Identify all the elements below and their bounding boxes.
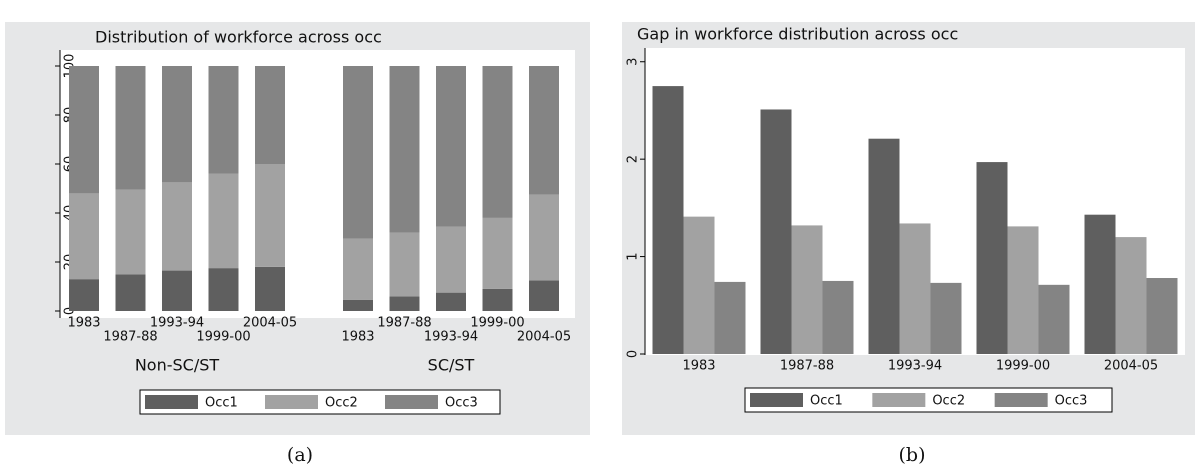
bar-segment (115, 66, 146, 190)
bar-segment (343, 66, 373, 239)
bar-segment (69, 193, 99, 280)
bar-segment (436, 66, 466, 227)
group-label: Non-SC/ST (135, 356, 220, 375)
bar-segment (389, 232, 420, 297)
bar (868, 138, 900, 354)
legend-label: Occ2 (932, 394, 965, 409)
x-tick-label: 1999-00 (996, 359, 1050, 374)
x-tick-label: 2004-05 (1104, 359, 1158, 374)
legend-label: Occ3 (445, 396, 478, 411)
bar-segment (389, 66, 420, 233)
bar-segment (255, 66, 285, 164)
x-tick-label: 1999-00 (470, 316, 524, 331)
bar-segment (529, 280, 559, 311)
bar-segment (208, 66, 239, 174)
bar-segment (69, 279, 99, 311)
legend-label: Occ1 (205, 396, 238, 411)
bar-segment (162, 66, 192, 183)
x-tick-label: 1993-94 (424, 330, 478, 345)
bar (822, 280, 854, 354)
bar-segment (69, 66, 99, 194)
legend-swatch (145, 395, 198, 409)
y-tick-label: 0 (626, 350, 641, 358)
bar (683, 216, 715, 354)
bar-segment (255, 164, 285, 267)
x-tick-label: 1987-88 (377, 316, 431, 331)
chart-title: Gap in workforce distribution across occ (637, 25, 958, 44)
legend-swatch (265, 395, 318, 409)
bar-segment (343, 299, 373, 311)
bar (652, 86, 684, 354)
group-label: SC/ST (428, 356, 475, 375)
legend-label: Occ3 (1055, 394, 1088, 409)
x-tick-label: 1993-94 (888, 359, 942, 374)
bar-segment (162, 182, 192, 271)
bar-segment (162, 270, 192, 311)
caption: (b) (899, 444, 926, 466)
x-tick-label: 2004-05 (243, 316, 297, 331)
legend-box (139, 389, 501, 415)
legend-swatch (385, 395, 438, 409)
bar (976, 162, 1008, 354)
bar (1115, 237, 1147, 354)
bar-segment (482, 288, 513, 311)
bar (1007, 226, 1039, 354)
bar-segment (343, 238, 373, 300)
legend-label: Occ1 (810, 394, 843, 409)
bar (1038, 284, 1070, 354)
legend-label: Occ2 (325, 396, 358, 411)
bar (760, 109, 792, 354)
x-tick-label: 1983 (341, 330, 374, 345)
bar-segment (529, 194, 559, 281)
bar-segment (389, 296, 420, 311)
legend-box (744, 387, 1113, 413)
caption: (a) (287, 444, 313, 466)
x-tick-label: 1987-88 (780, 359, 834, 374)
x-tick-label: 1983 (682, 359, 715, 374)
x-tick-label: 2004-05 (517, 330, 571, 345)
bar-segment (436, 292, 466, 311)
x-tick-label: 1993-94 (150, 316, 204, 331)
bar (930, 282, 962, 354)
bar-segment (255, 266, 285, 311)
bar-segment (208, 268, 239, 311)
bar (1084, 214, 1116, 354)
bar-segment (482, 217, 513, 289)
bar (1146, 278, 1178, 354)
bar (899, 223, 931, 354)
bar-segment (115, 274, 146, 311)
y-tick-label: 2 (626, 155, 641, 163)
y-tick-label: 1 (626, 252, 641, 260)
legend-swatch (994, 393, 1048, 407)
legend-swatch (872, 393, 926, 407)
bar-segment (436, 226, 466, 293)
legend-swatch (750, 393, 803, 407)
x-tick-label: 1999-00 (196, 330, 250, 345)
y-tick-label: 3 (626, 58, 641, 66)
bar (791, 225, 823, 354)
bar-segment (115, 189, 146, 275)
x-tick-label: 1983 (67, 316, 100, 331)
bar-segment (482, 66, 513, 218)
bar-segment (529, 66, 559, 195)
bar (714, 281, 746, 354)
bar-segment (208, 173, 239, 269)
chart-title: Distribution of workforce across occ (95, 28, 382, 47)
x-tick-label: 1987-88 (103, 330, 157, 345)
